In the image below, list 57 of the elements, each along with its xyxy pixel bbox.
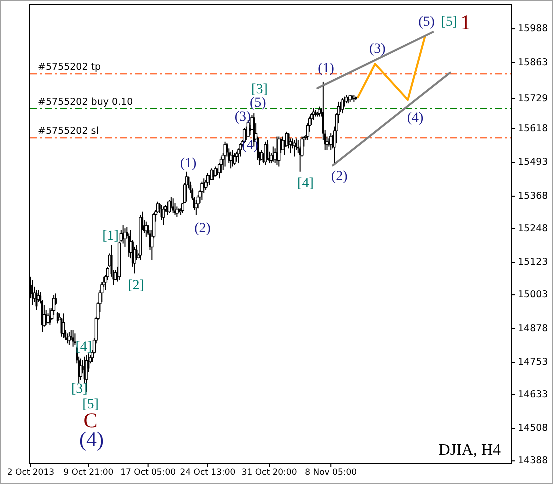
candlestick bbox=[62, 313, 66, 340]
x-tick-label: 31 Oct 20:00 bbox=[242, 468, 298, 478]
ref-line-label: #5755202 sl bbox=[38, 126, 99, 138]
y-tick-label: 15368 bbox=[518, 190, 548, 202]
x-tick-label: 8 Nov 05:00 bbox=[305, 468, 358, 478]
y-tick-label: 15729 bbox=[518, 93, 548, 104]
candlestick bbox=[74, 333, 76, 346]
candlestick bbox=[293, 140, 296, 158]
candlestick bbox=[49, 308, 52, 326]
ref-line-label: #5755202 tp bbox=[38, 62, 102, 74]
candlestick bbox=[220, 156, 223, 174]
annotation: (2) bbox=[331, 170, 348, 184]
y-tick-label: 14753 bbox=[518, 357, 548, 368]
annotation: (3) bbox=[234, 110, 252, 125]
annotation: (3) bbox=[370, 42, 386, 57]
candlestick bbox=[172, 198, 174, 214]
y-tick-label: 14508 bbox=[518, 423, 548, 434]
candlestick bbox=[162, 206, 166, 226]
y-tick-label: 15248 bbox=[518, 223, 548, 234]
annotation: (1) bbox=[318, 62, 335, 76]
candlestick bbox=[36, 290, 38, 311]
line-series bbox=[357, 35, 426, 102]
annotation: [5] bbox=[82, 398, 99, 412]
x-tick-label: 9 Oct 21:00 bbox=[64, 468, 114, 478]
y-tick-label: 15863 bbox=[518, 57, 548, 68]
annotation: (2) bbox=[194, 222, 212, 236]
y-tick-label: 15618 bbox=[518, 123, 548, 134]
y-tick-label: 15003 bbox=[518, 290, 548, 301]
y-tick-label: 14633 bbox=[518, 389, 548, 400]
annotation: [4] bbox=[76, 340, 92, 356]
x-tick-label: 24 Oct 13:00 bbox=[180, 468, 236, 478]
annotation: 1 bbox=[460, 10, 472, 35]
y-tick-label: 15493 bbox=[518, 157, 548, 168]
candlestick bbox=[233, 153, 236, 166]
candlestick bbox=[266, 140, 269, 161]
annotation: [3] bbox=[71, 382, 88, 397]
x-tick-label: 2 Oct 2013 bbox=[7, 468, 55, 478]
annotation: (4) bbox=[80, 427, 104, 452]
candlestick bbox=[72, 330, 74, 348]
ref-line-label: #5755202 buy 0.10 bbox=[38, 96, 134, 108]
annotation: DJIA, H4 bbox=[438, 442, 501, 459]
candlestick bbox=[85, 354, 88, 392]
annotation: [4] bbox=[298, 176, 314, 192]
annotation: (5) bbox=[250, 96, 267, 111]
y-tick-label: 14878 bbox=[518, 323, 548, 334]
annotation: (1) bbox=[180, 156, 198, 172]
annotation: [3] bbox=[252, 82, 268, 98]
annotation: (5) bbox=[418, 15, 436, 30]
annotation: [5] bbox=[441, 15, 458, 30]
x-tick-label: 17 Oct 05:00 bbox=[120, 468, 176, 478]
y-tick-label: 15123 bbox=[518, 257, 548, 268]
candlestick bbox=[170, 196, 172, 210]
y-tick-label: 14388 bbox=[518, 456, 548, 467]
annotation: [1] bbox=[102, 229, 119, 244]
annotation: (4) bbox=[407, 110, 424, 126]
y-tick-label: 15988 bbox=[518, 24, 548, 35]
annotation: [2] bbox=[128, 278, 144, 294]
